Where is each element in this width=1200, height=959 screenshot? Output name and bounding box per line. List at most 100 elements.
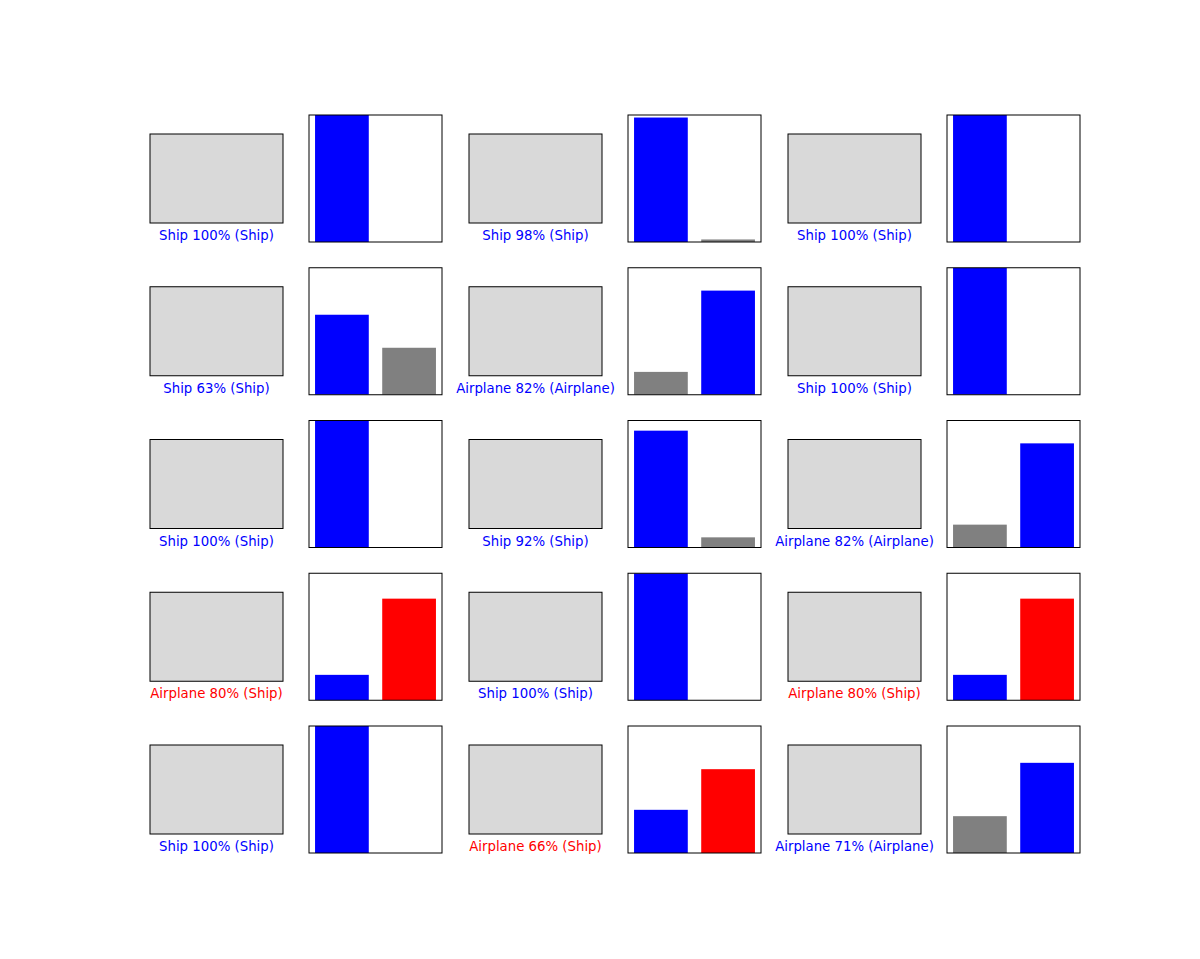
bar: [701, 537, 755, 547]
bar: [953, 675, 1007, 700]
plot-frame: [628, 573, 761, 700]
plot-frame: [947, 573, 1080, 700]
bar-chart: [309, 573, 442, 700]
bar: [701, 291, 755, 395]
prediction-panel: Airplane 71% (Airplane): [775, 726, 1080, 854]
caption: Ship 98% (Ship): [482, 228, 588, 243]
bars: [634, 769, 755, 853]
bar: [315, 115, 369, 242]
image-placeholder: [150, 745, 283, 834]
caption: Ship 100% (Ship): [797, 228, 912, 243]
bar: [953, 268, 1007, 395]
caption: Ship 100% (Ship): [159, 534, 274, 549]
image-placeholder: [788, 134, 921, 223]
prediction-panel: Ship 100% (Ship): [788, 268, 1080, 396]
caption: Airplane 82% (Airplane): [456, 381, 615, 396]
image-placeholder: [788, 592, 921, 681]
prediction-panel: Airplane 66% (Ship): [469, 726, 761, 854]
bars: [315, 421, 369, 548]
bar-chart: [628, 573, 761, 700]
image-placeholder: [788, 440, 921, 529]
bar-chart: [628, 421, 761, 548]
plot-frame: [628, 268, 761, 395]
bar: [953, 525, 1007, 548]
plot-frame: [947, 115, 1080, 242]
image-placeholder: [469, 440, 602, 529]
prediction-panel: Ship 100% (Ship): [788, 115, 1080, 243]
prediction-panel: Airplane 82% (Airplane): [456, 268, 761, 396]
plot-frame: [947, 421, 1080, 548]
caption: Ship 92% (Ship): [482, 534, 588, 549]
image-placeholder: [150, 287, 283, 376]
caption: Ship 100% (Ship): [159, 839, 274, 854]
bars: [315, 315, 436, 395]
caption: Airplane 82% (Airplane): [775, 534, 934, 549]
prediction-panel: Airplane 80% (Ship): [788, 573, 1080, 701]
bar-chart: [947, 115, 1080, 242]
bar-chart: [309, 421, 442, 548]
image-placeholder: [150, 440, 283, 529]
bars: [953, 115, 1007, 242]
bar: [382, 348, 436, 395]
plot-frame: [309, 726, 442, 853]
caption: Airplane 71% (Airplane): [775, 839, 934, 854]
bars: [634, 431, 755, 548]
prediction-panel: Ship 92% (Ship): [469, 421, 761, 549]
plot-frame: [309, 573, 442, 700]
bar: [1020, 763, 1074, 853]
bar-chart: [628, 726, 761, 853]
bars: [315, 726, 369, 853]
bar: [315, 675, 369, 700]
bar-chart: [309, 726, 442, 853]
bar-chart: [309, 115, 442, 242]
image-placeholder: [150, 592, 283, 681]
bar: [634, 573, 688, 700]
bar: [634, 372, 688, 395]
plot-frame: [309, 421, 442, 548]
image-placeholder: [788, 745, 921, 834]
caption: Ship 100% (Ship): [797, 381, 912, 396]
caption: Airplane 80% (Ship): [150, 686, 283, 701]
prediction-panel: Ship 100% (Ship): [469, 573, 761, 701]
bars: [315, 599, 436, 701]
bar-chart: [628, 115, 761, 242]
plot-frame: [309, 268, 442, 395]
prediction-panel: Ship 100% (Ship): [150, 421, 442, 549]
plot-frame: [628, 421, 761, 548]
bars: [634, 291, 755, 395]
caption: Ship 63% (Ship): [163, 381, 269, 396]
image-placeholder: [469, 592, 602, 681]
bars: [315, 115, 369, 242]
prediction-panel: Ship 98% (Ship): [469, 115, 761, 243]
figure: Ship 100% (Ship) Ship 98% (Ship) Ship 100%…: [0, 0, 1200, 959]
bar: [634, 810, 688, 853]
bar: [315, 726, 369, 853]
image-placeholder: [150, 134, 283, 223]
prediction-panel: Airplane 82% (Airplane): [775, 421, 1080, 549]
prediction-panel: Airplane 80% (Ship): [150, 573, 442, 701]
plot-frame: [628, 726, 761, 853]
plot-frame: [947, 268, 1080, 395]
bar-chart: [309, 268, 442, 395]
bars: [953, 443, 1074, 547]
caption: Airplane 66% (Ship): [469, 839, 602, 854]
prediction-panel: Ship 63% (Ship): [150, 268, 442, 396]
caption: Ship 100% (Ship): [159, 228, 274, 243]
bars: [953, 599, 1074, 701]
bar-chart: [947, 421, 1080, 548]
bars: [953, 268, 1007, 395]
bar: [634, 431, 688, 548]
bar: [701, 769, 755, 853]
prediction-panel: Ship 100% (Ship): [150, 726, 442, 854]
bar: [953, 816, 1007, 853]
bar-chart: [947, 573, 1080, 700]
image-placeholder: [469, 134, 602, 223]
bar: [1020, 443, 1074, 547]
bars: [634, 118, 755, 242]
image-placeholder: [788, 287, 921, 376]
bar: [315, 315, 369, 395]
bar-chart: [947, 268, 1080, 395]
caption: Ship 100% (Ship): [478, 686, 593, 701]
bars: [953, 763, 1074, 853]
plot-frame: [628, 115, 761, 242]
